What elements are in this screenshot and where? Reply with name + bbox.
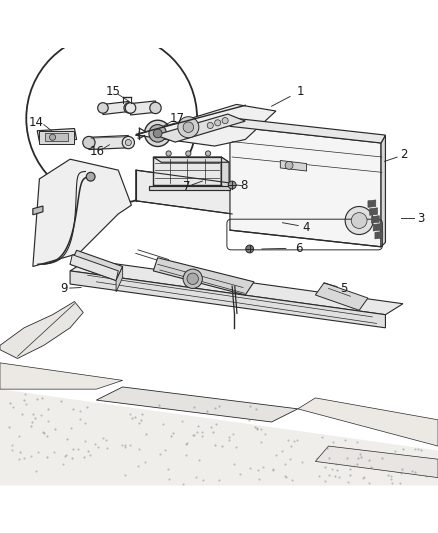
- Polygon shape: [375, 231, 383, 239]
- Text: 5: 5: [340, 282, 347, 295]
- Polygon shape: [149, 187, 230, 190]
- Polygon shape: [370, 208, 378, 215]
- Polygon shape: [116, 266, 123, 292]
- Polygon shape: [153, 157, 221, 185]
- Polygon shape: [153, 258, 254, 295]
- Circle shape: [124, 103, 134, 113]
- Polygon shape: [70, 251, 123, 280]
- Text: 16: 16: [90, 146, 105, 158]
- Polygon shape: [0, 302, 83, 359]
- Polygon shape: [96, 387, 298, 422]
- Circle shape: [49, 134, 56, 140]
- Circle shape: [178, 117, 199, 138]
- Circle shape: [166, 151, 171, 156]
- Polygon shape: [70, 255, 118, 280]
- Polygon shape: [33, 206, 43, 215]
- Text: 3: 3: [417, 212, 424, 225]
- Circle shape: [183, 269, 202, 288]
- Text: 1: 1: [296, 85, 304, 98]
- Text: 4: 4: [303, 221, 311, 233]
- Polygon shape: [136, 104, 276, 146]
- Polygon shape: [155, 114, 245, 142]
- Polygon shape: [33, 159, 131, 266]
- Polygon shape: [70, 271, 385, 328]
- Polygon shape: [45, 133, 68, 141]
- Circle shape: [351, 213, 367, 229]
- Circle shape: [125, 103, 136, 113]
- Circle shape: [228, 181, 236, 189]
- Circle shape: [125, 140, 131, 146]
- Polygon shape: [221, 157, 229, 191]
- Polygon shape: [315, 446, 438, 478]
- Circle shape: [83, 136, 95, 149]
- Polygon shape: [39, 131, 74, 144]
- Polygon shape: [103, 101, 129, 115]
- Circle shape: [86, 172, 95, 181]
- Text: 15: 15: [106, 85, 120, 98]
- Circle shape: [153, 129, 162, 138]
- Polygon shape: [0, 363, 123, 389]
- Circle shape: [122, 136, 134, 149]
- Polygon shape: [0, 389, 438, 486]
- Polygon shape: [280, 160, 307, 171]
- Text: 7: 7: [183, 180, 191, 193]
- Polygon shape: [315, 282, 368, 310]
- Polygon shape: [131, 101, 155, 115]
- Polygon shape: [230, 126, 381, 247]
- Polygon shape: [136, 170, 232, 214]
- Polygon shape: [230, 118, 385, 143]
- Text: 2: 2: [400, 148, 408, 161]
- Circle shape: [222, 118, 228, 124]
- Circle shape: [205, 151, 211, 156]
- Polygon shape: [368, 200, 376, 207]
- Circle shape: [183, 122, 194, 133]
- Polygon shape: [89, 135, 128, 150]
- Polygon shape: [373, 223, 381, 231]
- Circle shape: [145, 120, 171, 147]
- Polygon shape: [381, 135, 385, 247]
- Polygon shape: [37, 128, 77, 142]
- Polygon shape: [153, 157, 229, 162]
- Circle shape: [186, 151, 191, 156]
- Circle shape: [26, 33, 197, 204]
- Circle shape: [187, 273, 198, 285]
- Text: 6: 6: [295, 241, 303, 255]
- Polygon shape: [371, 216, 379, 223]
- Circle shape: [345, 206, 373, 235]
- Circle shape: [246, 245, 254, 253]
- Circle shape: [150, 102, 161, 114]
- Circle shape: [98, 103, 108, 113]
- Text: 8: 8: [240, 180, 247, 192]
- Text: 17: 17: [170, 112, 185, 125]
- Circle shape: [285, 161, 293, 169]
- Circle shape: [207, 123, 213, 128]
- Circle shape: [215, 120, 221, 126]
- Circle shape: [149, 125, 166, 142]
- Polygon shape: [298, 398, 438, 446]
- Polygon shape: [70, 260, 403, 314]
- Text: 9: 9: [60, 282, 67, 295]
- Text: 14: 14: [29, 116, 44, 130]
